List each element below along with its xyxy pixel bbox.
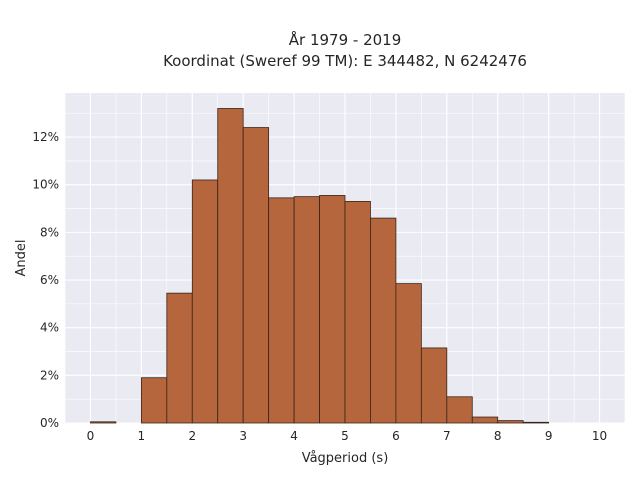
- histogram-bar: [90, 421, 117, 424]
- histogram-bar: [471, 416, 499, 424]
- histogram-bar: [395, 283, 422, 424]
- x-tick-label: 10: [592, 429, 607, 443]
- bars: [90, 108, 550, 424]
- y-tick-label: 10%: [32, 178, 59, 192]
- chart-subtitle: Koordinat (Sweref 99 TM): E 344482, N 62…: [163, 52, 527, 70]
- y-tick-label: 0%: [40, 416, 59, 430]
- y-tick-label: 8%: [40, 225, 59, 239]
- histogram-bar: [293, 196, 320, 424]
- y-tick-label: 2%: [40, 368, 59, 382]
- y-axis-label: Andel: [14, 240, 29, 277]
- x-tick-label: 0: [87, 429, 95, 443]
- x-tick-label: 3: [239, 429, 247, 443]
- chart-title: År 1979 - 2019: [289, 30, 402, 49]
- histogram-bar: [217, 108, 244, 424]
- y-tick-labels: 0% 2% 4% 6% 8% 10% 12%: [32, 130, 59, 430]
- x-tick-label: 1: [138, 429, 146, 443]
- histogram-bar: [319, 195, 346, 424]
- histogram-bar: [370, 217, 397, 424]
- histogram-bar: [420, 347, 448, 424]
- histogram-bar: [191, 179, 219, 424]
- y-tick-label: 12%: [32, 130, 59, 144]
- x-tick-label: 6: [392, 429, 400, 443]
- x-tick-label: 9: [545, 429, 553, 443]
- histogram-bar: [522, 421, 550, 424]
- y-tick-label: 6%: [40, 273, 59, 287]
- x-tick-label: 8: [494, 429, 502, 443]
- histogram-bar: [242, 127, 270, 424]
- x-tick-labels: 0 1 2 3 4 5 6 7 8 9 10: [87, 429, 608, 443]
- histogram-bar: [268, 197, 295, 424]
- x-tick-label: 7: [443, 429, 451, 443]
- x-tick-label: 4: [290, 429, 298, 443]
- histogram-bar: [140, 377, 168, 424]
- y-tick-label: 4%: [40, 321, 59, 335]
- histogram-bar: [446, 396, 473, 424]
- x-tick-label: 2: [188, 429, 196, 443]
- histogram-bar: [497, 420, 524, 424]
- histogram-bar: [166, 292, 193, 424]
- x-tick-label: 5: [341, 429, 349, 443]
- histogram-bar: [344, 201, 371, 424]
- x-axis-label: Vågperiod (s): [302, 451, 389, 466]
